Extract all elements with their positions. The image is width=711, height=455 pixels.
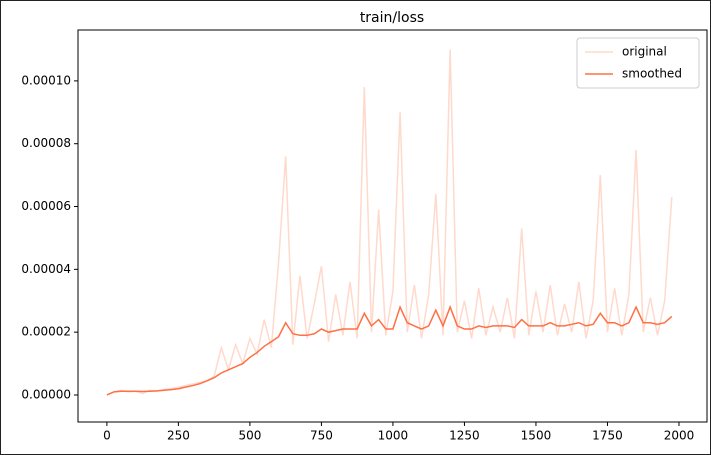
x-tick-label: 0 — [103, 429, 111, 443]
series-line — [106, 304, 673, 396]
y-tick-label: 0.00002 — [21, 325, 71, 339]
legend-label: original — [622, 45, 667, 59]
x-tick-label: 750 — [310, 429, 333, 443]
y-tick-label: 0.00008 — [21, 136, 71, 150]
legend-label: smoothed — [622, 67, 682, 81]
x-tick-label: 1250 — [449, 429, 480, 443]
axes-frame — [77, 29, 708, 423]
x-tick-label: 2000 — [664, 429, 695, 443]
x-tick-label: 1750 — [592, 429, 623, 443]
y-tick-label: 0.00004 — [21, 262, 71, 276]
y-tick-label: 0.00010 — [21, 73, 71, 87]
series-line — [106, 49, 673, 396]
x-tick-label: 250 — [167, 429, 190, 443]
x-tick-label: 500 — [238, 429, 261, 443]
x-tick-label: 1000 — [378, 429, 409, 443]
x-tick-label: 1500 — [521, 429, 552, 443]
y-tick-label: 0.00006 — [21, 199, 71, 213]
chart-title: train/loss — [360, 10, 424, 26]
legend-box — [576, 37, 700, 89]
y-tick-label: 0.00000 — [21, 387, 71, 401]
